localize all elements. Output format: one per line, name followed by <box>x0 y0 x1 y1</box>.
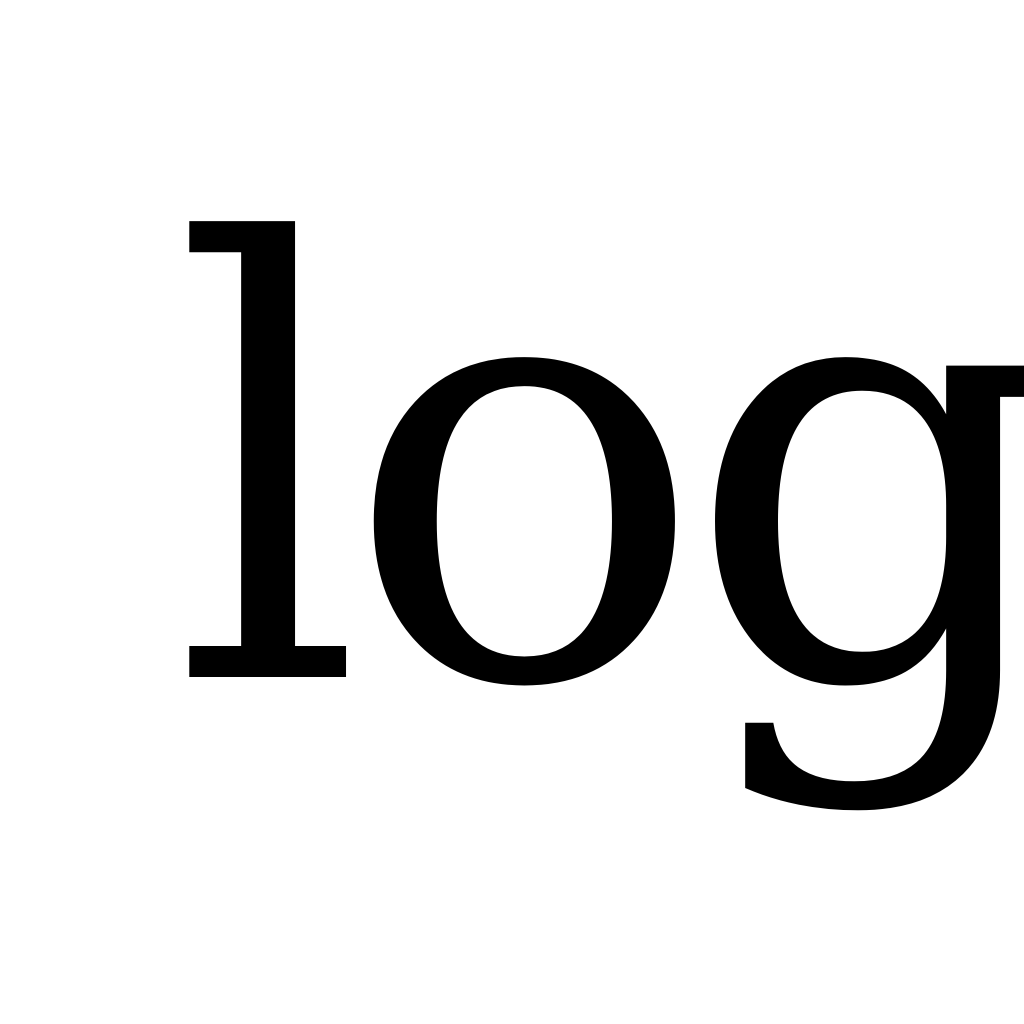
log-text: log <box>172 120 1024 819</box>
